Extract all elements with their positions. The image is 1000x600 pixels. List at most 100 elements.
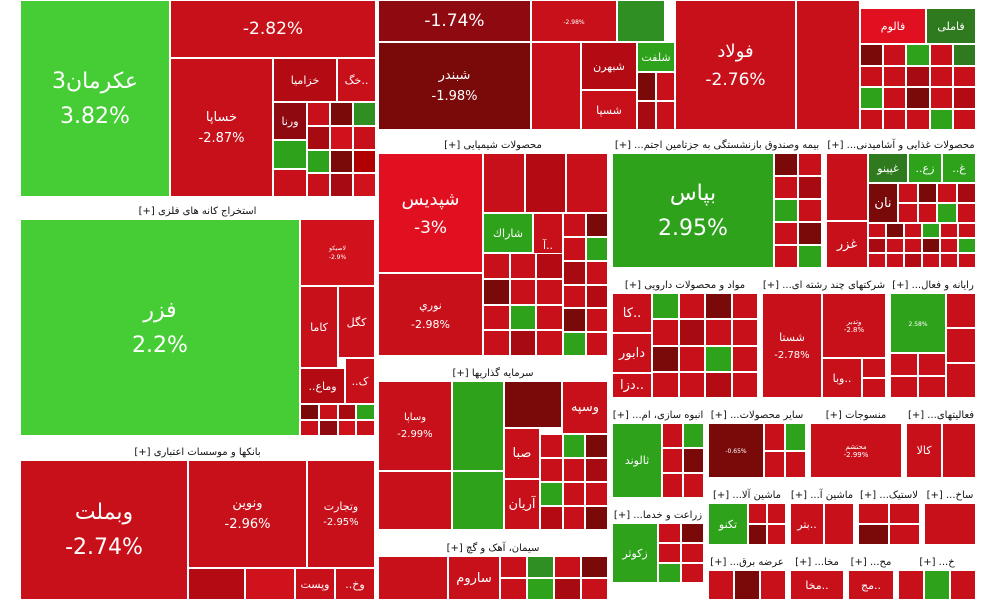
tile-takno[interactable]: تكنو bbox=[708, 503, 748, 545]
tile-top-right-1[interactable] bbox=[796, 0, 860, 130]
tile-gh[interactable]: ..غ bbox=[942, 153, 976, 183]
tile-lakima[interactable]: لاصیکو -2.9% bbox=[300, 219, 375, 286]
tile-noori[interactable]: نوري -2.98% bbox=[378, 273, 483, 356]
sector-header-it[interactable]: رایانه و فعال... [+] bbox=[890, 278, 976, 293]
sector-header-mass[interactable]: انبوه سازی، ام... [+] bbox=[612, 408, 704, 423]
tile-name: فزر bbox=[143, 297, 177, 323]
tile-name: كاما bbox=[310, 320, 328, 334]
tile-folad[interactable]: فولاد -2.76% bbox=[675, 0, 796, 130]
tile-name: مخا.. bbox=[805, 578, 829, 592]
sector-header-plastic[interactable]: لاستیک... [+] bbox=[858, 488, 920, 503]
tile-kama[interactable]: كاما bbox=[300, 286, 338, 368]
sector-header-investments[interactable]: سرمایه گذاریها [+] bbox=[378, 366, 608, 381]
tile-ghz[interactable]: ..زع bbox=[908, 153, 942, 183]
sector-header-misc3[interactable]: خ... [+] bbox=[898, 555, 976, 570]
tile-daboor[interactable]: دابور bbox=[612, 333, 652, 373]
tile-kmoa[interactable]: ..وماع bbox=[300, 368, 345, 404]
tile-bank-small[interactable] bbox=[188, 568, 245, 600]
tile-vanovin[interactable]: ونوین -2.96% bbox=[188, 460, 307, 568]
tile-vabmellat[interactable]: وبملت -2.74% bbox=[20, 460, 188, 600]
tile-khag[interactable]: خگ.. bbox=[337, 58, 376, 102]
tile-it-1[interactable]: 2.58% bbox=[890, 293, 946, 353]
tile-kogal[interactable]: کگل bbox=[338, 286, 375, 358]
sector-header-machinery2[interactable]: ماشین آ... [+] bbox=[790, 488, 854, 503]
tile-vadibar[interactable]: وتدبر -2.8% bbox=[822, 293, 886, 358]
tile-shapdis[interactable]: شپدیس -3% bbox=[378, 153, 483, 273]
tile-top-2[interactable]: -2.82% bbox=[170, 0, 376, 58]
tile-mej[interactable]: مج.. bbox=[848, 570, 894, 600]
tile-const-1[interactable] bbox=[924, 503, 976, 545]
tile-vesepah[interactable]: وسپه bbox=[562, 381, 608, 434]
sector-header-pharma[interactable]: مواد و محصولات دارویی [+] bbox=[612, 278, 758, 293]
sector-header-const[interactable]: ساخ... [+] bbox=[924, 488, 976, 503]
tile-inv-green[interactable] bbox=[452, 381, 504, 471]
sector-header-textile[interactable]: منسوجات [+] bbox=[810, 408, 902, 423]
tile-naan[interactable]: نان bbox=[868, 183, 898, 223]
tile-name: كا.. bbox=[622, 305, 642, 321]
tile-talvand[interactable]: ثالوند bbox=[612, 423, 662, 498]
tile-dza[interactable]: دزا.. bbox=[612, 373, 652, 398]
sector-header-food[interactable]: محصولات غذایی و آشامیدنی... [+] bbox=[826, 138, 976, 153]
tile-savrom[interactable]: ساروم bbox=[448, 556, 500, 600]
tile-shebahran[interactable]: شبهرن bbox=[581, 42, 637, 90]
sector-header-agri[interactable]: زراعت و خدما... [+] bbox=[612, 508, 704, 523]
tile-vabima[interactable]: وبا.. bbox=[822, 358, 862, 398]
sector-header-activities[interactable]: فعالیتهای... [+] bbox=[906, 408, 976, 423]
tile-shasta[interactable]: شستا -2.78% bbox=[762, 293, 822, 398]
tile-akarman[interactable]: عکرمان3 3.82% bbox=[20, 0, 170, 197]
sector-header-metal-mining[interactable]: استخراج کانه های فلزی [+] bbox=[20, 204, 375, 219]
tile-shelaft[interactable]: شلفت bbox=[637, 42, 675, 72]
tile-zakovar[interactable]: زکوثر bbox=[612, 523, 658, 583]
tile-act-2[interactable] bbox=[942, 423, 976, 478]
tile-falvam[interactable]: فالوم bbox=[860, 8, 926, 44]
sector-header-insurance[interactable]: بیمه وصندوق بازنشستگی به جزتامین اجتم...… bbox=[612, 138, 822, 153]
tile-top-4[interactable]: -2.98% bbox=[531, 0, 617, 42]
tile-inv-dark[interactable] bbox=[504, 381, 562, 428]
tile-top-5[interactable] bbox=[617, 0, 665, 42]
tile-ka[interactable]: كا.. bbox=[612, 293, 652, 333]
sector-header-misc1[interactable]: مح... [+] bbox=[848, 555, 894, 570]
sector-header-multi[interactable]: شرکتهای چند رشته ای... [+] bbox=[762, 278, 886, 293]
sector-header-machinery[interactable]: ماشین آلا... [+] bbox=[708, 488, 786, 503]
tile-lotus[interactable]: -0.65% bbox=[708, 423, 764, 478]
tile-sharak[interactable]: شاراك bbox=[483, 213, 533, 253]
tile-mach-2[interactable] bbox=[824, 503, 854, 545]
sector-header-chemicals[interactable]: محصولات شیمیایی [+] bbox=[378, 138, 608, 153]
tile-food-1[interactable] bbox=[826, 153, 868, 221]
tile-betr[interactable]: بتر.. bbox=[790, 503, 824, 545]
tile-mohtasham[interactable]: محتشم -2.99% bbox=[810, 423, 902, 478]
sector-header-other-products[interactable]: سایر محصولات... [+] bbox=[708, 408, 806, 423]
tile-arian[interactable]: آريان bbox=[504, 479, 540, 530]
tile-fezar[interactable]: فزر 2.2% bbox=[20, 219, 300, 436]
sector-header-power[interactable]: عرضه برق... [+] bbox=[708, 555, 786, 570]
tile-vetejarat[interactable]: وتجارت -2.95% bbox=[307, 460, 375, 568]
tile-top-3[interactable]: -1.74% bbox=[378, 0, 531, 42]
tile-bank-small-2[interactable] bbox=[245, 568, 295, 600]
tile-mkha[interactable]: مخا.. bbox=[790, 570, 844, 600]
tile-inv-4[interactable] bbox=[452, 471, 504, 530]
tile-shabandar[interactable]: شبندر -1.98% bbox=[378, 42, 531, 130]
tile-name: تكنو bbox=[718, 517, 738, 531]
tile-vasapa[interactable]: وساپا -2.99% bbox=[378, 381, 452, 471]
tile-shesapa[interactable]: شسپا bbox=[581, 90, 637, 130]
tile-khaspa[interactable]: خساپا -2.87% bbox=[170, 58, 273, 197]
tile-bapas[interactable]: بپاس 2.95% bbox=[612, 153, 774, 268]
small-tiles-group-19 bbox=[764, 423, 806, 478]
tile-k[interactable]: ..ک bbox=[345, 358, 375, 404]
tile-cement-1[interactable] bbox=[378, 556, 448, 600]
tile-kala[interactable]: كالا bbox=[906, 423, 942, 478]
tile-small-1[interactable] bbox=[531, 42, 581, 130]
tile-vkh[interactable]: ..وخ bbox=[335, 568, 375, 600]
tile-vposet[interactable]: وپست bbox=[295, 568, 335, 600]
sector-header-misc2[interactable]: مخا... [+] bbox=[790, 555, 844, 570]
tile-varna[interactable]: ورنا bbox=[273, 102, 307, 140]
tile-saba[interactable]: صبا bbox=[504, 428, 540, 479]
tile-fameli[interactable]: فاملی bbox=[926, 8, 976, 44]
tile-ghpino[interactable]: غپینو bbox=[868, 153, 908, 183]
tile-inv-3[interactable] bbox=[378, 471, 452, 530]
sector-header-banks[interactable]: بانکها و موسسات اعتباری [+] bbox=[20, 445, 375, 460]
tile-name: غزر bbox=[836, 237, 858, 252]
sector-header-cement[interactable]: سیمان، آهک و گچ [+] bbox=[378, 541, 608, 556]
tile-ghazar[interactable]: غزر bbox=[826, 221, 868, 268]
tile-khazamia[interactable]: خزاميا bbox=[273, 58, 337, 102]
